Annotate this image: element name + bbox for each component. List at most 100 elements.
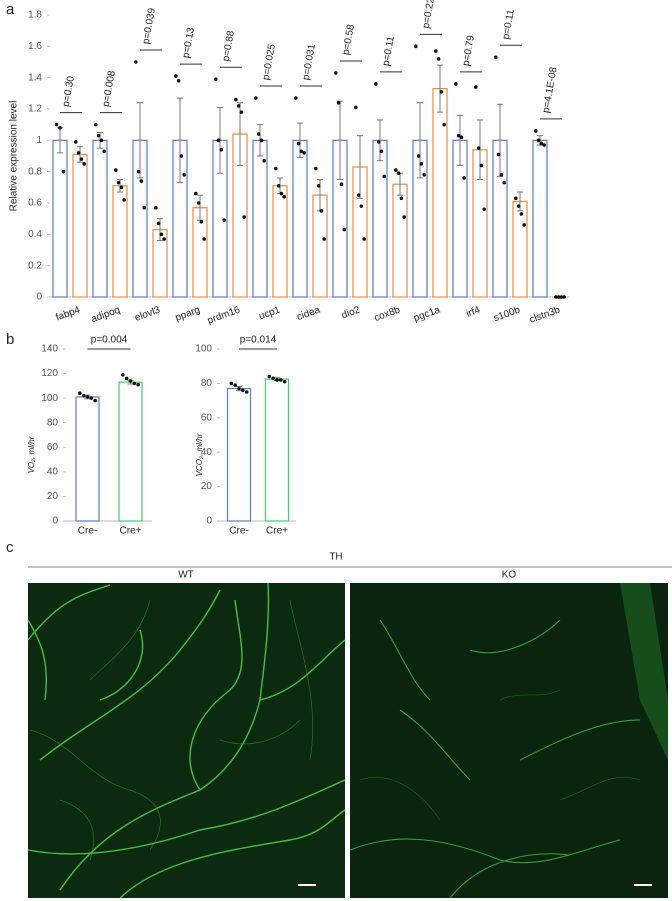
data-point — [282, 194, 287, 199]
y-tick-label: 60 — [47, 442, 59, 453]
data-point — [159, 232, 164, 237]
y-tick-label: 1.2 — [28, 104, 42, 115]
bar — [252, 139, 268, 298]
x-tick-label: elovl3 — [133, 304, 162, 323]
p-value: p=0.22 — [421, 0, 437, 29]
data-point — [81, 393, 86, 398]
y-tick-label: 0.4 — [28, 229, 42, 240]
y-tick-label: 100 — [41, 393, 58, 404]
data-point — [142, 205, 146, 210]
data-point — [119, 185, 124, 190]
data-point — [132, 381, 137, 386]
data-point — [222, 218, 226, 223]
data-point — [54, 122, 59, 127]
data-point — [362, 237, 367, 241]
data-point — [124, 376, 129, 381]
data-point — [214, 77, 218, 82]
y-tick-label: 0.8 — [28, 166, 42, 177]
data-point — [539, 141, 544, 146]
x-tick-label: cidea — [295, 304, 322, 323]
data-point — [542, 143, 546, 147]
data-point — [121, 373, 125, 377]
y-tick-label: 60 — [201, 412, 213, 423]
data-point — [102, 149, 106, 154]
data-point — [474, 85, 478, 89]
bar — [72, 153, 88, 298]
p-value: p=0.79 — [461, 34, 477, 67]
data-point — [239, 110, 244, 114]
data-point — [229, 381, 234, 386]
data-point — [419, 162, 424, 166]
y-tick-label: 1.6 — [28, 41, 42, 52]
data-point — [174, 74, 178, 78]
data-point — [267, 374, 272, 379]
y-tick-label: 0.6 — [28, 198, 42, 209]
data-point — [374, 82, 378, 86]
data-point — [82, 162, 86, 166]
bar — [75, 396, 100, 522]
y-axis-label: Relative expression level — [9, 101, 20, 212]
data-point — [282, 379, 287, 384]
data-point — [279, 191, 284, 196]
data-point — [122, 198, 126, 202]
data-point — [556, 295, 561, 299]
data-point — [256, 132, 261, 136]
data-point — [399, 196, 404, 201]
data-point — [554, 295, 558, 299]
bar — [292, 139, 308, 298]
y-tick-label: 100 — [195, 344, 212, 355]
y-tick-label: 40 — [201, 447, 213, 458]
data-point — [276, 183, 281, 188]
p-value: p=0.13 — [181, 26, 197, 59]
data-point — [58, 126, 62, 130]
data-point — [516, 204, 521, 208]
bar — [112, 185, 128, 298]
y-tick-label: 0.2 — [28, 260, 42, 271]
data-point — [236, 104, 241, 108]
y-tick-label: 0 — [206, 516, 212, 527]
bar — [372, 139, 388, 298]
data-point — [482, 207, 487, 212]
data-point — [442, 122, 447, 127]
data-point — [394, 168, 398, 172]
x-tick-label: pparg — [174, 305, 202, 324]
data-point — [241, 388, 245, 393]
x-tick-label: fabp4 — [54, 304, 82, 323]
y-tick-label: 80 — [47, 417, 59, 428]
image-title: TH — [329, 552, 342, 563]
y-tick-label: 120 — [41, 368, 58, 379]
data-point — [96, 133, 101, 138]
data-point — [356, 193, 361, 197]
data-point — [94, 122, 98, 127]
data-point — [274, 166, 278, 171]
data-point — [396, 171, 401, 176]
data-point — [334, 71, 338, 75]
y-tick-label: 0 — [52, 516, 58, 527]
data-point — [382, 174, 387, 179]
data-point — [262, 158, 267, 163]
data-point — [136, 382, 140, 387]
data-point — [534, 129, 538, 133]
data-point — [176, 79, 181, 83]
data-point — [296, 141, 301, 146]
panel-label: b — [6, 331, 14, 348]
data-point — [271, 376, 275, 381]
p-value: p=0.11 — [501, 8, 517, 40]
data-point — [354, 105, 358, 110]
x-tick-label: pgc1a — [412, 304, 442, 324]
x-tick-label: cox8b — [373, 304, 402, 324]
data-point — [416, 154, 421, 158]
data-point — [194, 191, 198, 196]
panel-label: a — [6, 1, 15, 18]
bar — [432, 88, 448, 298]
bar — [512, 200, 528, 298]
data-point — [439, 89, 444, 94]
data-point — [299, 149, 304, 154]
data-point — [494, 55, 498, 60]
data-point — [116, 180, 121, 185]
y-tick-label: 80 — [201, 378, 213, 389]
data-point — [99, 138, 104, 143]
p-value: p=0.025 — [261, 43, 278, 81]
data-point — [339, 182, 344, 186]
